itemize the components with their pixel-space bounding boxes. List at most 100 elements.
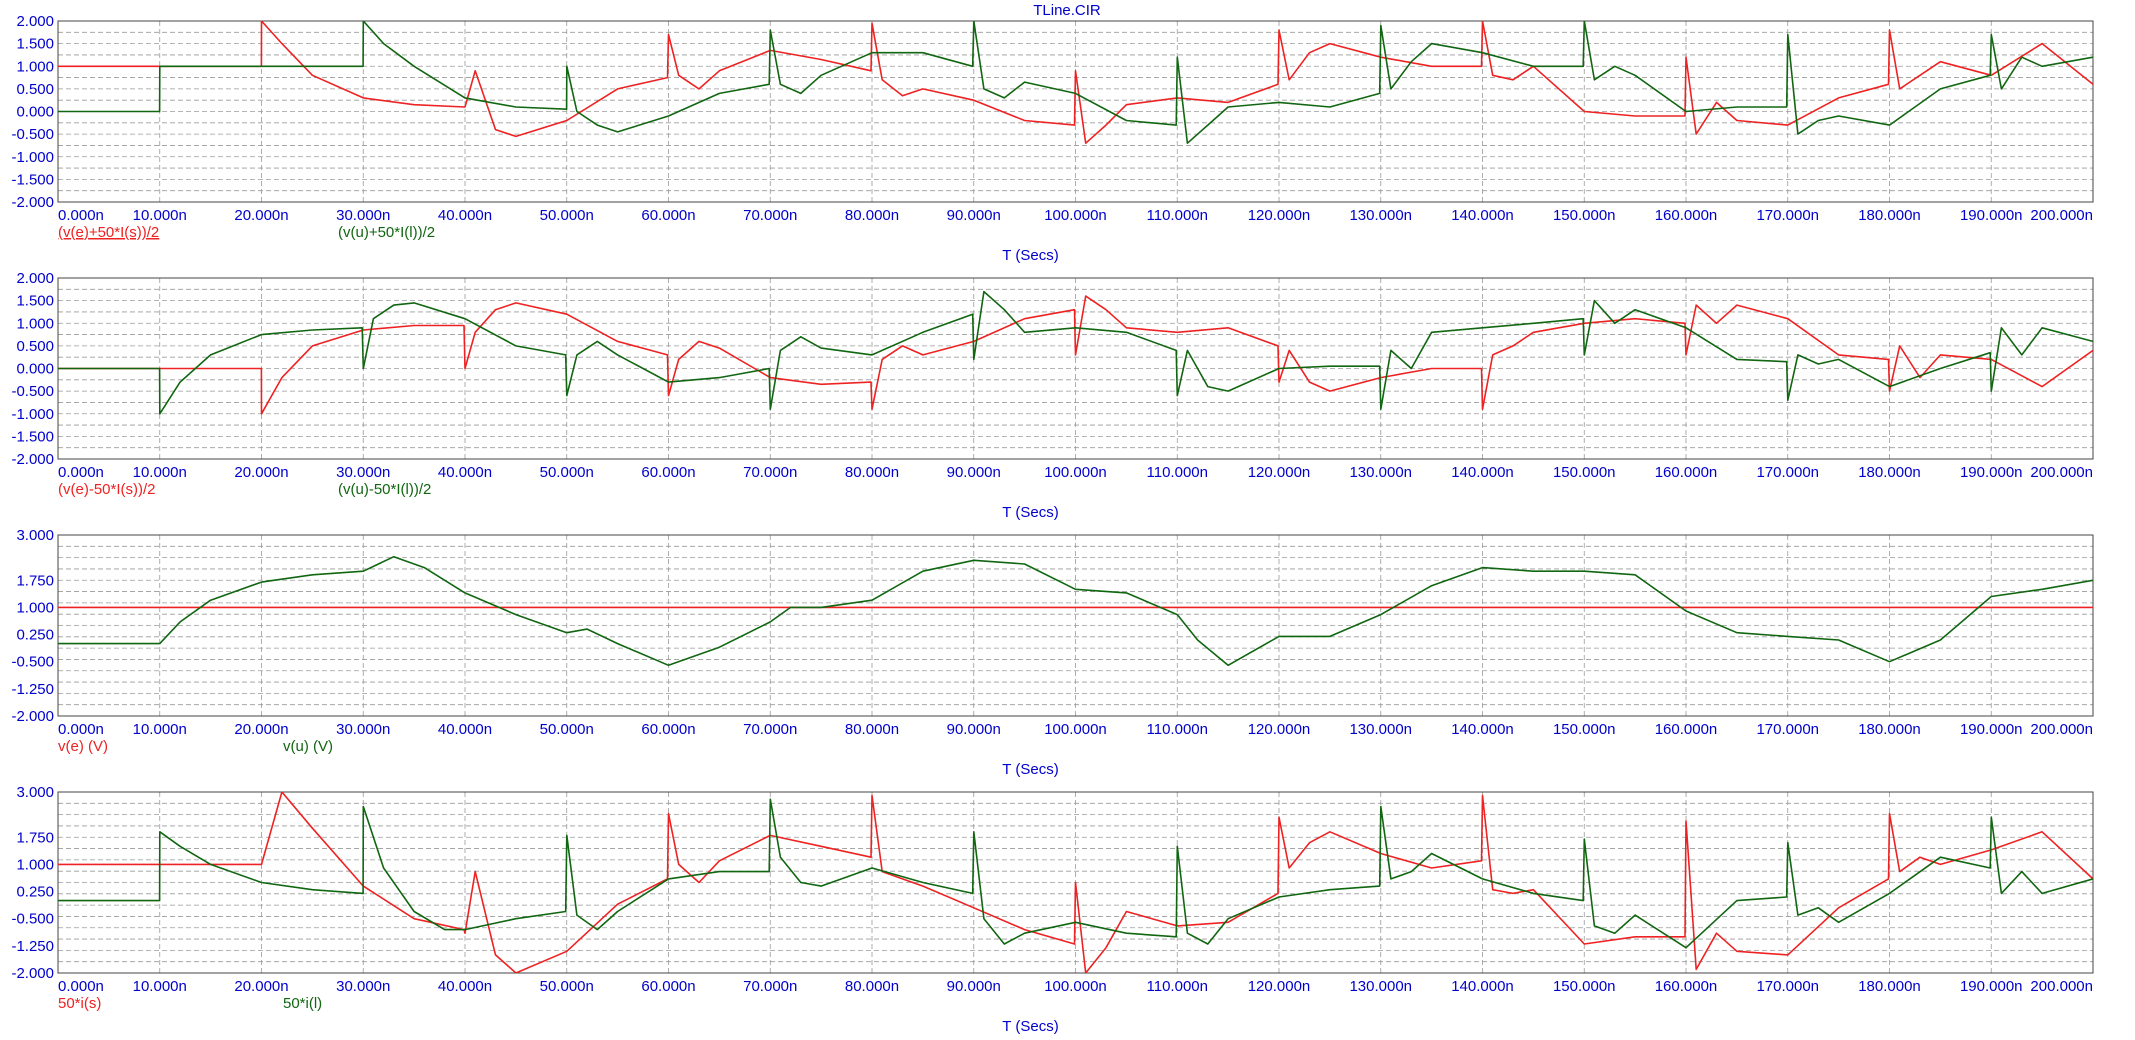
x-tick-label: 170.000n (1756, 978, 1819, 995)
legend-entry[interactable]: (v(u)-50*I(l))/2 (338, 481, 431, 498)
y-tick-label: 1.750 (16, 572, 54, 589)
x-tick-label: 140.000n (1451, 721, 1514, 738)
x-tick-label: 180.000n (1858, 464, 1921, 481)
x-tick-label: 140.000n (1451, 207, 1514, 224)
x-tick-label: 60.000n (641, 464, 695, 481)
x-tick-label: 50.000n (540, 721, 594, 738)
legend-entry[interactable]: (v(e)-50*I(s))/2 (58, 481, 156, 498)
x-tick-label: 160.000n (1655, 978, 1718, 995)
x-tick-label: 150.000n (1553, 464, 1616, 481)
x-tick-label: 70.000n (743, 721, 797, 738)
x-tick-label: 80.000n (845, 464, 899, 481)
plot-panel-1[interactable]: 2.000 1.500 1.000 0.500 0.000 -0.500 -1.000 -1.… (11, 13, 2094, 264)
x-tick-label: 170.000n (1756, 721, 1819, 738)
legend-entry[interactable]: 50*i(l) (283, 995, 322, 1012)
x-tick-label: 30.000n (336, 978, 390, 995)
y-tick-label: -2.000 (11, 451, 54, 468)
x-tick-label: 150.000n (1553, 207, 1616, 224)
x-tick-label: 40.000n (438, 721, 492, 738)
x-tick-label: 70.000n (743, 464, 797, 481)
series-line-green[interactable] (58, 555, 2093, 667)
x-tick-label: 90.000n (947, 721, 1001, 738)
y-tick-label: 2.000 (16, 13, 54, 30)
x-tick-label: 60.000n (641, 978, 695, 995)
window-title: TLine.CIR (1033, 2, 1101, 19)
x-tick-label: 70.000n (743, 978, 797, 995)
series-line-green[interactable] (58, 798, 2093, 949)
x-tick-label: 130.000n (1349, 978, 1412, 995)
x-tick-label: 50.000n (540, 207, 594, 224)
x-tick-label: 170.000n (1756, 207, 1819, 224)
x-tick-label: 160.000n (1655, 721, 1718, 738)
x-tick-label: 50.000n (540, 978, 594, 995)
y-tick-label: 1.500 (16, 36, 54, 53)
y-tick-label: -0.500 (11, 654, 54, 671)
x-tick-label: 150.000n (1553, 978, 1616, 995)
x-tick-label: 20.000n (234, 721, 288, 738)
x-tick-label: 40.000n (438, 207, 492, 224)
x-tick-label: 180.000n (1858, 978, 1921, 995)
x-tick-label: 60.000n (641, 721, 695, 738)
x-tick-label: 10.000n (133, 978, 187, 995)
plot-panel-2[interactable]: 2.000 1.500 1.000 0.500 0.000 -0.500 -1.000 -1.… (11, 270, 2094, 521)
x-tick-label: 160.000n (1655, 464, 1718, 481)
plot-frame (57, 534, 2094, 717)
y-tick-label: 0.250 (16, 884, 54, 901)
y-tick-label: 0.000 (16, 104, 54, 121)
x-tick-label: 40.000n (438, 978, 492, 995)
y-tick-label: -1.000 (11, 406, 54, 423)
x-tick-label: 140.000n (1451, 464, 1514, 481)
y-tick-label: -2.000 (11, 194, 54, 211)
x-tick-label: 30.000n (336, 464, 390, 481)
x-tick-label: 60.000n (641, 207, 695, 224)
x-tick-label: 70.000n (743, 207, 797, 224)
x-axis-label: T (Secs) (1002, 247, 1058, 264)
x-tick-label: 170.000n (1756, 464, 1819, 481)
x-tick-label: 180.000n (1858, 207, 1921, 224)
y-tick-label: -0.500 (11, 126, 54, 143)
legend-entry[interactable]: v(e) (V) (58, 738, 108, 755)
x-tick-label: 30.000n (336, 721, 390, 738)
x-tick-label: 190.000n (1960, 978, 2023, 995)
y-tick-label: 1.000 (16, 58, 54, 75)
x-tick-label: 20.000n (234, 978, 288, 995)
x-tick-label: 90.000n (947, 464, 1001, 481)
plot-panel-3[interactable]: 3.000 1.750 1.000 0.250 -0.500 -1.250 -2.0000.… (11, 527, 2094, 778)
y-tick-label: 0.500 (16, 81, 54, 98)
series-line-green[interactable] (58, 21, 2093, 144)
y-tick-label: 2.000 (16, 270, 54, 287)
x-tick-label: 50.000n (540, 464, 594, 481)
x-tick-label: 120.000n (1248, 207, 1311, 224)
x-tick-label: 140.000n (1451, 978, 1514, 995)
legend-entry[interactable]: v(u) (V) (283, 738, 333, 755)
x-tick-label: 20.000n (234, 207, 288, 224)
y-tick-label: -2.000 (11, 708, 54, 725)
x-tick-label: 120.000n (1248, 978, 1311, 995)
x-tick-label: 130.000n (1349, 464, 1412, 481)
y-tick-label: 1.000 (16, 856, 54, 873)
y-tick-label: 3.000 (16, 784, 54, 801)
y-tick-label: -0.500 (11, 383, 54, 400)
legend-entry[interactable]: 50*i(s) (58, 995, 101, 1012)
y-tick-label: 1.750 (16, 829, 54, 846)
x-tick-label: 80.000n (845, 978, 899, 995)
x-tick-label: 90.000n (947, 978, 1001, 995)
x-tick-label: 110.000n (1147, 207, 1208, 224)
x-tick-label: 200.000n (2030, 207, 2093, 224)
series-line-green[interactable] (58, 290, 2093, 415)
x-tick-label: 200.000n (2030, 721, 2093, 738)
x-tick-label: 110.000n (1147, 978, 1208, 995)
x-tick-label: 150.000n (1553, 721, 1616, 738)
plot-panel-4[interactable]: 3.000 1.750 1.000 0.250 -0.500 -1.250 -2.0000.… (11, 784, 2094, 1035)
series-line-red[interactable] (58, 792, 2093, 973)
legend-entry[interactable]: (v(u)+50*I(l))/2 (338, 224, 435, 241)
y-tick-label: -1.250 (11, 681, 54, 698)
x-tick-label: 100.000n (1044, 464, 1107, 481)
y-tick-label: -1.000 (11, 149, 54, 166)
x-tick-label: 100.000n (1044, 207, 1107, 224)
x-tick-label: 130.000n (1349, 207, 1412, 224)
legend-entry[interactable]: (v(e)+50*I(s))/2 (58, 224, 159, 241)
y-tick-label: -1.500 (11, 428, 54, 445)
x-tick-label: 120.000n (1248, 721, 1311, 738)
series-line-red[interactable] (58, 295, 2093, 415)
